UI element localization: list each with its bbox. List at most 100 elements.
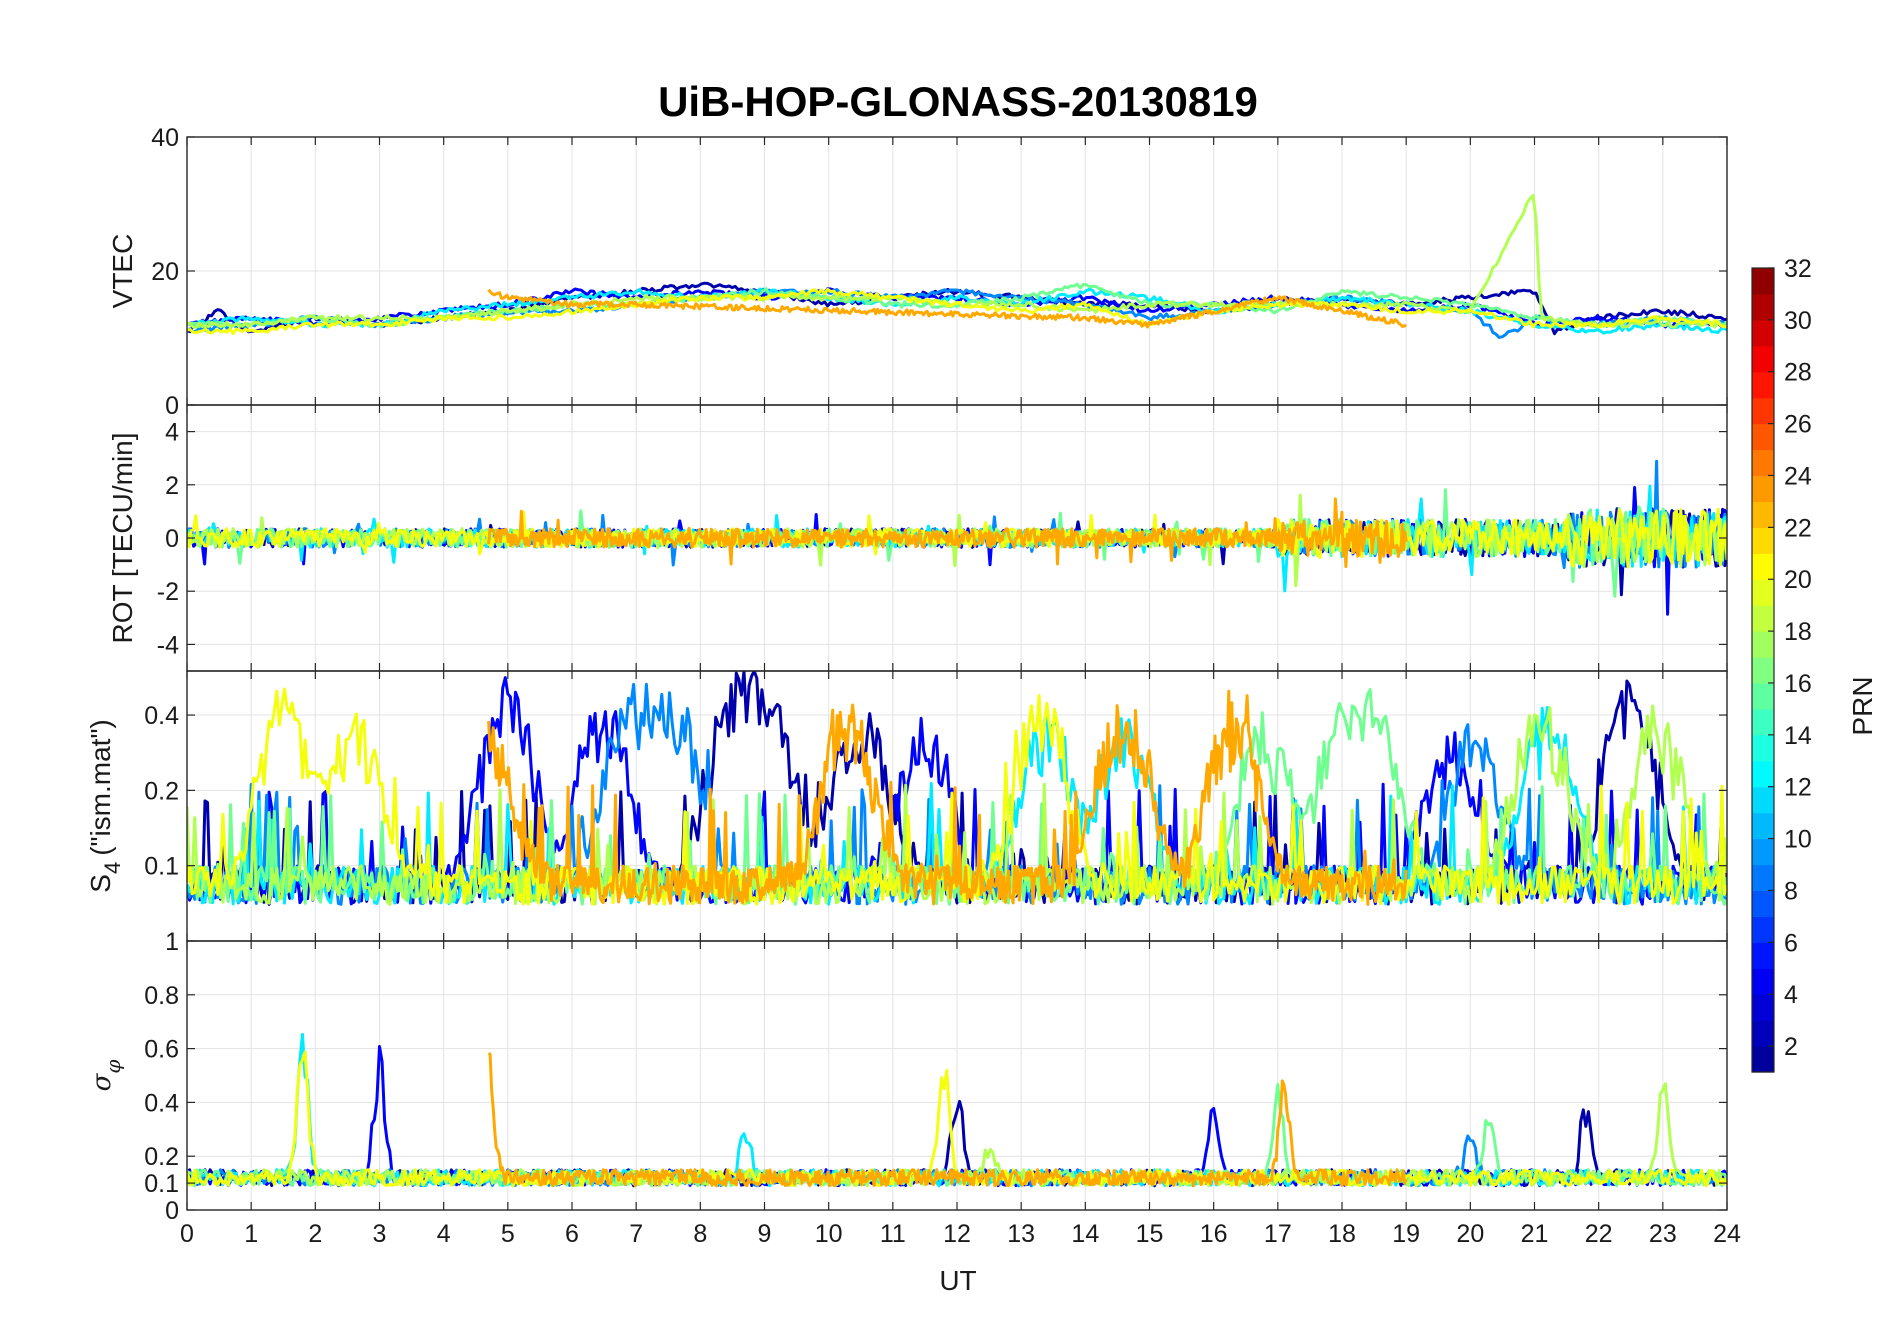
x-tick-label: 2 [308, 1220, 322, 1248]
x-axis-label: UT [939, 1265, 976, 1296]
colorbar-frame [1751, 267, 1775, 1073]
colorbar-segment [1752, 916, 1774, 943]
colorbar-tick-label: 18 [1784, 618, 1812, 646]
series-group-s4 [187, 671, 1727, 906]
y-tick-label: 40 [151, 124, 179, 152]
y-tick-label: 0.6 [144, 1036, 179, 1064]
colorbar-segment [1752, 890, 1774, 917]
colorbar-segment [1752, 708, 1774, 736]
series-line-prn-23 [487, 689, 1408, 906]
y-tick-label: 0 [165, 392, 179, 420]
series-group-rot [187, 459, 1727, 616]
y-tick-label: 4 [165, 419, 179, 447]
x-tick-label: 5 [501, 1220, 515, 1248]
y-label-main: σ [87, 1072, 117, 1091]
x-tick-label: 21 [1521, 1220, 1549, 1248]
y-label-rest: ("ism.mat") [85, 719, 116, 856]
y-tick-label: 20 [151, 258, 179, 286]
colorbar-segment [1752, 682, 1774, 710]
colorbar-segment [1752, 475, 1774, 503]
x-tick-label: 16 [1200, 1220, 1228, 1248]
y-tick-label: 0 [165, 1197, 179, 1225]
x-tick-label: 10 [815, 1220, 843, 1248]
chart-title: UiB-HOP-GLONASS-20130819 [658, 78, 1258, 125]
colorbar-tick-label: 22 [1784, 514, 1812, 542]
panel-s4: 0.1 0.2 0.4 S4 ("ism.mat") [85, 670, 1728, 942]
colorbar-segment [1752, 449, 1774, 477]
series-line-prn-20 [187, 287, 1727, 335]
colorbar-segment [1752, 968, 1774, 995]
y-label-subscript: φ [101, 1060, 125, 1074]
x-tick-label: 12 [943, 1220, 971, 1248]
colorbar-tick-label: 32 [1784, 255, 1812, 283]
x-tick-label: 15 [1136, 1220, 1164, 1248]
x-tick-label: 23 [1649, 1220, 1677, 1248]
y-axis-label: ROT [TECU/min] [107, 432, 138, 643]
colorbar-segment [1752, 268, 1774, 295]
x-tick-label: 7 [629, 1220, 643, 1248]
y-tick-label: 0.2 [144, 777, 179, 805]
colorbar-segment [1752, 657, 1774, 684]
y-tick-label: 1 [165, 928, 179, 956]
y-tick-label: 0.8 [144, 982, 179, 1010]
colorbar-segment [1752, 371, 1774, 399]
y-tick-label: -2 [157, 578, 179, 606]
x-tick-label: 11 [880, 1220, 906, 1248]
colorbar-segment [1752, 994, 1774, 1021]
x-tick-label: 19 [1392, 1220, 1420, 1248]
colorbar-tick-label: 2 [1784, 1033, 1798, 1061]
colorbar-segment [1752, 527, 1774, 554]
colorbar-segment [1752, 553, 1774, 580]
y-axis-label: S4 ("ism.mat") [85, 719, 125, 892]
colorbar-segment [1752, 760, 1774, 788]
x-tick-label: 18 [1328, 1220, 1356, 1248]
colorbar-tick-label: 10 [1784, 826, 1812, 854]
x-tick-label: 14 [1071, 1220, 1099, 1248]
x-tick-label: 17 [1264, 1220, 1292, 1248]
colorbar-segment [1752, 293, 1774, 321]
x-tick-label: 20 [1456, 1220, 1484, 1248]
y-axis-label: σφ [87, 1060, 125, 1092]
colorbar-segment [1752, 1046, 1774, 1073]
series-line-prn-23 [487, 288, 1407, 329]
colorbar-segment [1752, 423, 1774, 451]
x-tick-label: 4 [437, 1220, 451, 1248]
colorbar-tick-label: 20 [1784, 566, 1812, 594]
colorbar-segment [1752, 631, 1774, 658]
x-tick-label: 9 [758, 1220, 772, 1248]
x-tick-label: 24 [1713, 1220, 1741, 1248]
colorbar-tick-label: 8 [1784, 877, 1798, 905]
series-group-sigma [187, 1032, 1727, 1188]
colorbar-label: PRN [1847, 676, 1878, 735]
colorbar-tick-label: 30 [1784, 307, 1812, 335]
colorbar-tick-label: 4 [1784, 981, 1798, 1009]
colorbar-segment [1752, 345, 1774, 373]
y-tick-label: 0.1 [144, 853, 179, 881]
colorbar-tick-label: 12 [1784, 774, 1812, 802]
y-tick-label: 0.4 [144, 1089, 179, 1117]
x-tick-label: 22 [1585, 1220, 1613, 1248]
x-tick-label: 13 [1007, 1220, 1035, 1248]
series-group-vtec [187, 194, 1727, 339]
colorbar-tick-label: 28 [1784, 359, 1812, 387]
colorbar-segment [1752, 319, 1774, 347]
x-tick-label: 3 [373, 1220, 387, 1248]
colorbar-segment [1752, 1020, 1774, 1047]
colorbar-segment [1752, 605, 1774, 632]
colorbar-segment [1752, 579, 1774, 606]
colorbar-segment [1752, 864, 1774, 892]
y-label-main: S [85, 874, 116, 893]
colorbar-tick-label: 16 [1784, 670, 1812, 698]
panel-rot: -4 -2 0 2 4 ROT [TECU/min] [107, 404, 1728, 672]
colorbar-tick-label: 6 [1784, 929, 1798, 957]
x-tick-label: 0 [180, 1220, 194, 1248]
colorbar-tick-label: 24 [1784, 462, 1812, 490]
panel-sigma: 0 1 2 3 4 5 6 7 8 9 10 11 12 13 14 15 16 17 18 19 20 21 22 23 24… [87, 928, 1741, 1248]
y-label-subscript: 4 [100, 862, 125, 874]
x-tick-label: 1 [244, 1220, 258, 1248]
x-tick-label: 6 [565, 1220, 579, 1248]
